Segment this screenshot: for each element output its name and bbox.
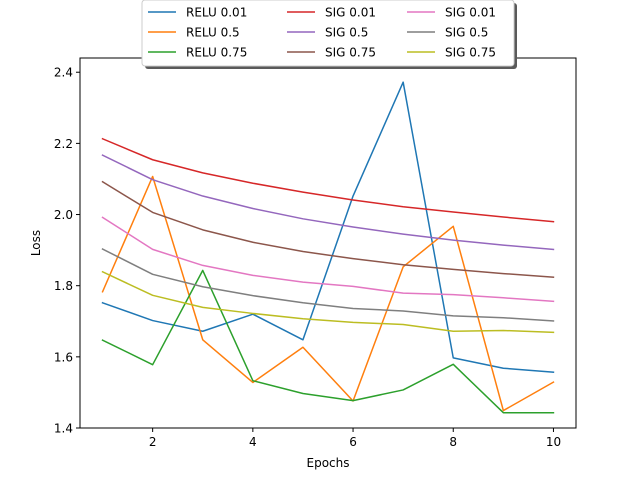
series-line-3 — [101, 269, 555, 414]
x-tick-label: 4 — [249, 435, 257, 449]
y-tick-label: 2.4 — [54, 66, 73, 80]
x-axis: 2 4 6 8 10 — [149, 428, 561, 449]
y-axis: 1.4 1.6 1.8 2.0 2.2 2.4 — [54, 66, 80, 436]
series-line-5 — [101, 154, 555, 251]
x-tick-label: 2 — [149, 435, 157, 449]
legend-label-1: RELU 0.01 — [186, 6, 247, 20]
legend-items: RELU 0.01 RELU 0.5 RELU 0.75 SIG 0.01 SIG 0.… — [148, 6, 496, 60]
y-tick-label: 1.8 — [54, 279, 73, 293]
legend-label-5: SIG 0.5 — [325, 26, 368, 40]
series-line-7 — [101, 216, 555, 303]
legend: RELU 0.01 RELU 0.5 RELU 0.75 SIG 0.01 SIG 0.… — [141, 0, 517, 69]
legend-label-4: SIG 0.01 — [325, 6, 376, 20]
series-line-1 — [101, 81, 555, 373]
y-tick-label: 2.2 — [54, 137, 73, 151]
legend-label-6: SIG 0.75 — [325, 46, 376, 60]
legend-box — [141, 0, 515, 67]
series-line-8 — [101, 248, 555, 322]
series-line-6 — [101, 180, 555, 278]
series-line-9 — [101, 270, 555, 334]
y-tick-label: 1.6 — [54, 350, 73, 364]
legend-label-3: RELU 0.75 — [186, 46, 247, 60]
x-tick-label: 8 — [449, 435, 457, 449]
y-tick-label: 2.0 — [54, 208, 73, 222]
legend-label-2: RELU 0.5 — [186, 26, 240, 40]
legend-label-9: SIG 0.75 — [445, 46, 496, 60]
legend-label-7: SIG 0.01 — [445, 6, 496, 20]
x-tick-label: 10 — [546, 435, 561, 449]
series-layer — [101, 81, 555, 414]
y-tick-label: 1.4 — [54, 422, 73, 436]
legend-label-8: SIG 0.5 — [445, 26, 488, 40]
series-line-4 — [101, 137, 555, 223]
y-axis-title: Loss — [29, 230, 43, 256]
x-tick-label: 6 — [349, 435, 357, 449]
x-axis-title: Epochs — [307, 456, 350, 470]
